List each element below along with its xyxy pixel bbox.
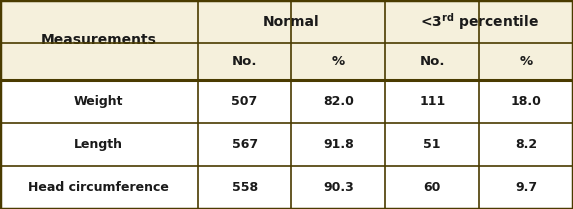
Text: 507: 507	[231, 95, 258, 108]
Text: 82.0: 82.0	[323, 95, 354, 108]
Text: 18.0: 18.0	[511, 95, 541, 108]
Bar	[385, 43, 479, 80]
Bar	[198, 80, 292, 123]
Bar	[198, 123, 292, 166]
Bar	[292, 43, 385, 80]
Text: 60: 60	[423, 181, 441, 194]
Text: 51: 51	[423, 138, 441, 151]
Bar	[0, 166, 198, 209]
Text: %: %	[332, 55, 345, 68]
Text: 9.7: 9.7	[515, 181, 537, 194]
Bar	[198, 0, 292, 43]
Text: 558: 558	[231, 181, 258, 194]
Text: Measurements: Measurements	[41, 33, 157, 47]
Text: No.: No.	[419, 55, 445, 68]
Text: No.: No.	[232, 55, 257, 68]
Text: Weight: Weight	[74, 95, 124, 108]
Bar	[292, 0, 385, 43]
Bar	[198, 43, 292, 80]
Bar	[292, 80, 385, 123]
Bar	[385, 166, 479, 209]
Bar	[479, 80, 573, 123]
Bar	[0, 123, 198, 166]
Bar	[385, 123, 479, 166]
Bar	[479, 0, 573, 43]
Text: 90.3: 90.3	[323, 181, 354, 194]
Bar	[385, 80, 479, 123]
Bar	[479, 166, 573, 209]
Bar	[0, 43, 198, 80]
Text: Normal: Normal	[263, 15, 320, 29]
Bar	[292, 166, 385, 209]
Text: Head circumference: Head circumference	[29, 181, 169, 194]
Bar	[385, 0, 479, 43]
Bar	[292, 123, 385, 166]
Text: %: %	[520, 55, 533, 68]
Text: Length: Length	[74, 138, 123, 151]
Bar	[0, 0, 198, 43]
Text: 111: 111	[419, 95, 445, 108]
Text: 91.8: 91.8	[323, 138, 354, 151]
Bar	[479, 43, 573, 80]
Text: 8.2: 8.2	[515, 138, 537, 151]
Bar	[198, 166, 292, 209]
Bar	[479, 123, 573, 166]
Bar	[0, 80, 198, 123]
Text: <3$^{\mathregular{rd}}$ percentile: <3$^{\mathregular{rd}}$ percentile	[419, 11, 539, 32]
Text: 567: 567	[231, 138, 258, 151]
